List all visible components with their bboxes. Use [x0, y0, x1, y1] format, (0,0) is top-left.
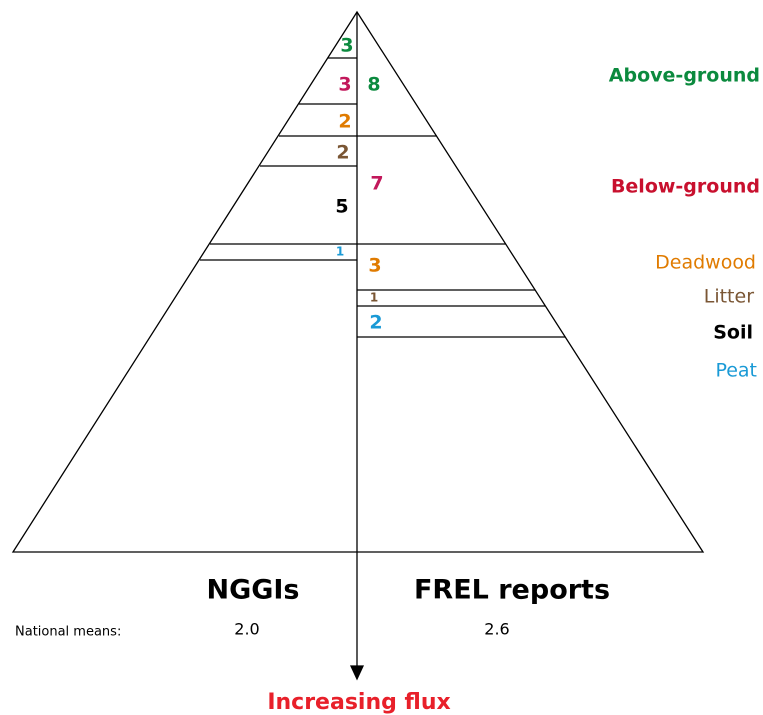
- left-value: 3: [338, 74, 351, 96]
- left-value: 2: [338, 111, 351, 133]
- dividers: [200, 57, 565, 338]
- arrow-head: [349, 665, 365, 681]
- right-value: 8: [367, 74, 380, 96]
- left-value: 2: [336, 142, 349, 164]
- right-value: 7: [370, 173, 383, 195]
- legend-label: Below-ground: [611, 176, 760, 198]
- column-title: NGGIs: [206, 575, 299, 606]
- pyramid: [11, 10, 705, 553]
- legend-label: Litter: [704, 286, 754, 308]
- mean-value: 2.0: [234, 620, 259, 639]
- legend-label: Soil: [713, 322, 753, 344]
- legend-label: Peat: [715, 360, 757, 382]
- axis-label: Increasing flux: [267, 690, 450, 715]
- right-value: 1: [370, 291, 378, 305]
- legend-label: Deadwood: [655, 252, 756, 274]
- left-value: 5: [335, 196, 348, 218]
- left-value: 1: [336, 245, 344, 259]
- mean-value: 2.6: [484, 620, 509, 639]
- left-value: 3: [340, 35, 353, 57]
- right-value: 3: [368, 255, 381, 277]
- right-value: 2: [369, 312, 382, 334]
- means-label: National means:: [15, 625, 121, 640]
- legend-label: Above-ground: [609, 65, 760, 87]
- column-title: FREL reports: [414, 575, 610, 606]
